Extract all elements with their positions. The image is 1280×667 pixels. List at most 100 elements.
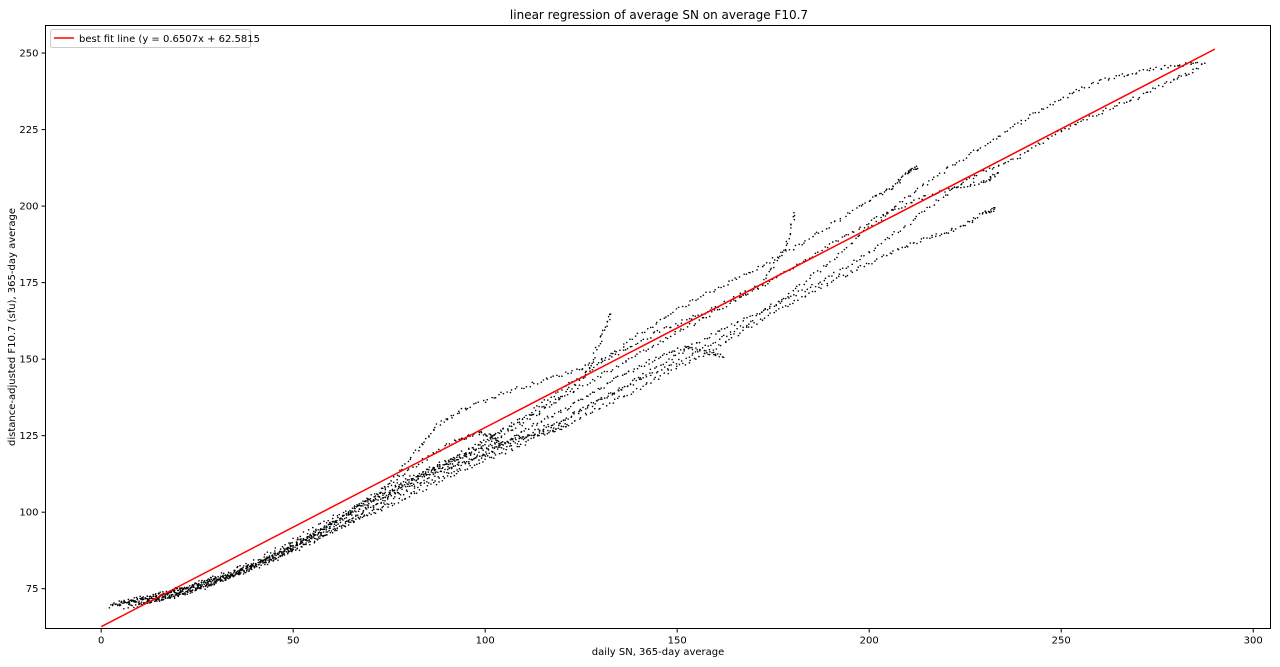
scatter-point <box>432 473 435 476</box>
scatter-point <box>437 467 440 470</box>
scatter-point <box>830 281 833 283</box>
scatter-point <box>950 229 953 231</box>
scatter-point <box>240 571 242 574</box>
scatter-point <box>435 483 438 486</box>
scatter-point <box>442 463 444 466</box>
scatter-point <box>501 441 504 443</box>
scatter-point <box>290 548 293 550</box>
scatter-point <box>525 414 527 417</box>
scatter-point <box>841 251 843 253</box>
scatter-point <box>875 220 877 223</box>
scatter-point <box>837 252 840 255</box>
scatter-point <box>780 251 782 254</box>
scatter-point <box>702 355 705 358</box>
y-tick-label: 175 <box>19 278 38 289</box>
scatter-point <box>396 482 399 484</box>
scatter-point <box>949 189 951 192</box>
y-tick-label: 75 <box>26 584 39 595</box>
scatter-point <box>368 512 371 514</box>
scatter-point <box>475 402 477 404</box>
scatter-point <box>694 323 697 325</box>
scatter-point <box>162 590 164 593</box>
scatter-point <box>300 538 302 540</box>
scatter-point <box>722 334 725 337</box>
scatter-point <box>611 392 614 395</box>
scatter-point <box>444 463 447 466</box>
scatter-point <box>1138 69 1141 72</box>
scatter-point <box>490 438 492 440</box>
scatter-point <box>393 503 396 505</box>
scatter-point <box>420 484 422 487</box>
scatter-point <box>832 279 835 282</box>
scatter-point <box>654 376 656 379</box>
scatter-point <box>989 176 992 179</box>
scatter-point <box>229 573 232 576</box>
scatter-point <box>151 596 153 598</box>
scatter-point <box>532 436 535 439</box>
y-tick-label: 125 <box>19 431 38 442</box>
scatter-point <box>463 460 465 463</box>
scatter-point <box>1006 130 1009 132</box>
scatter-point <box>488 445 490 447</box>
scatter-point <box>408 496 411 498</box>
scatter-point <box>211 580 214 582</box>
scatter-point <box>764 284 767 287</box>
scatter-point <box>572 402 575 404</box>
scatter-point <box>765 277 767 279</box>
scatter-point <box>951 187 954 190</box>
scatter-point <box>482 399 485 402</box>
scatter-point <box>718 308 721 311</box>
scatter-point <box>594 403 596 405</box>
scatter-point <box>402 480 405 483</box>
scatter-point <box>1097 82 1099 85</box>
scatter-point <box>302 531 305 533</box>
scatter-point <box>936 174 939 177</box>
scatter-point <box>908 171 911 173</box>
scatter-point <box>663 372 666 374</box>
scatter-point <box>232 574 234 577</box>
scatter-point <box>466 407 469 410</box>
scatter-point <box>298 549 301 552</box>
scatter-point <box>510 421 513 424</box>
scatter-point <box>640 340 642 342</box>
scatter-point <box>972 181 975 184</box>
scatter-point <box>911 167 913 170</box>
scatter-point <box>709 291 711 293</box>
scatter-point <box>380 509 383 512</box>
scatter-point <box>329 525 331 528</box>
scatter-point <box>460 464 462 467</box>
scatter-point <box>1164 64 1166 67</box>
scatter-point <box>697 314 699 316</box>
scatter-point <box>606 320 609 323</box>
scatter-point <box>400 486 403 489</box>
scatter-point <box>114 603 117 606</box>
scatter-point <box>373 496 375 498</box>
scatter-point <box>191 585 193 587</box>
scatter-point <box>498 444 501 446</box>
scatter-point <box>465 408 467 411</box>
scatter-point <box>518 435 521 438</box>
scatter-point <box>515 438 517 441</box>
scatter-point <box>434 480 436 482</box>
scatter-point <box>940 233 943 235</box>
scatter-point <box>745 326 748 328</box>
scatter-point <box>537 428 539 430</box>
scatter-point <box>686 326 689 328</box>
scatter-point <box>564 422 566 425</box>
scatter-point <box>699 295 702 298</box>
scatter-point <box>773 311 776 314</box>
scatter-point <box>638 365 641 367</box>
scatter-point <box>1040 108 1043 110</box>
scatter-point <box>279 555 282 557</box>
scatter-point <box>594 346 597 349</box>
scatter-point <box>952 164 954 166</box>
scatter-point <box>406 490 408 493</box>
scatter-point <box>692 314 694 317</box>
fit-line-layer <box>100 48 1216 628</box>
scatter-point <box>546 399 549 401</box>
scatter-point <box>469 454 472 456</box>
scatter-point <box>466 468 469 470</box>
scatter-point <box>937 199 940 202</box>
scatter-point <box>513 423 515 426</box>
scatter-point <box>782 297 785 300</box>
